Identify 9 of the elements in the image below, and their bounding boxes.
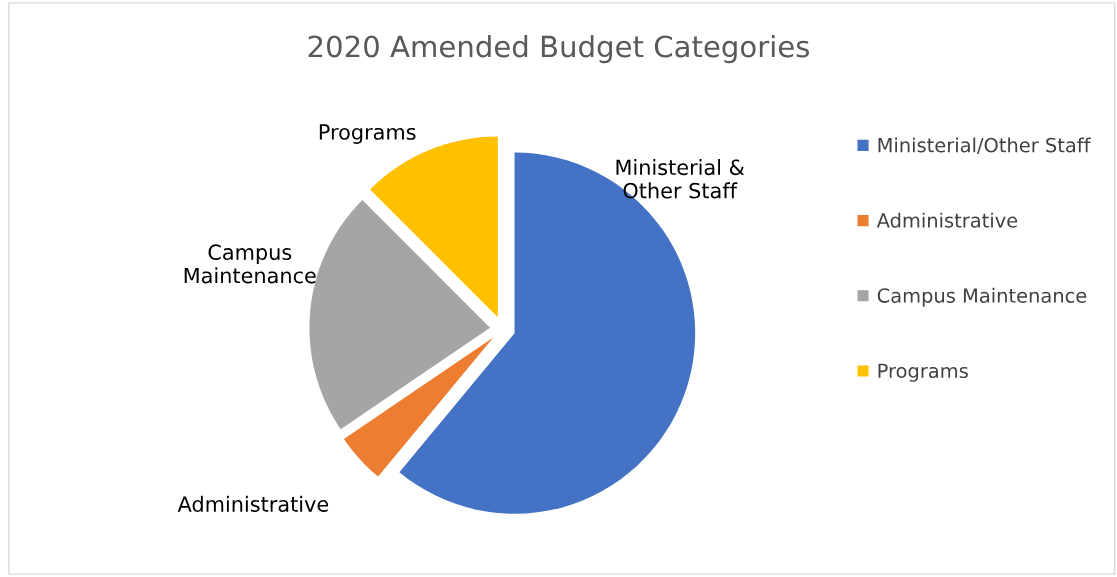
chart-title: 2020 Amended Budget Categories (308, 34, 810, 64)
legend-label: Administrative (876, 212, 1018, 228)
legend-label: Ministerial/Other Staff (878, 137, 1091, 155)
text: Administrative (177, 495, 329, 512)
legend-label: Campus Maintenance (877, 287, 1087, 307)
text: Campus Maintenance (184, 244, 316, 284)
text: Programs (319, 124, 416, 144)
legend-label: Programs (878, 363, 968, 382)
text: Ministerial & Other Staff (616, 159, 745, 199)
